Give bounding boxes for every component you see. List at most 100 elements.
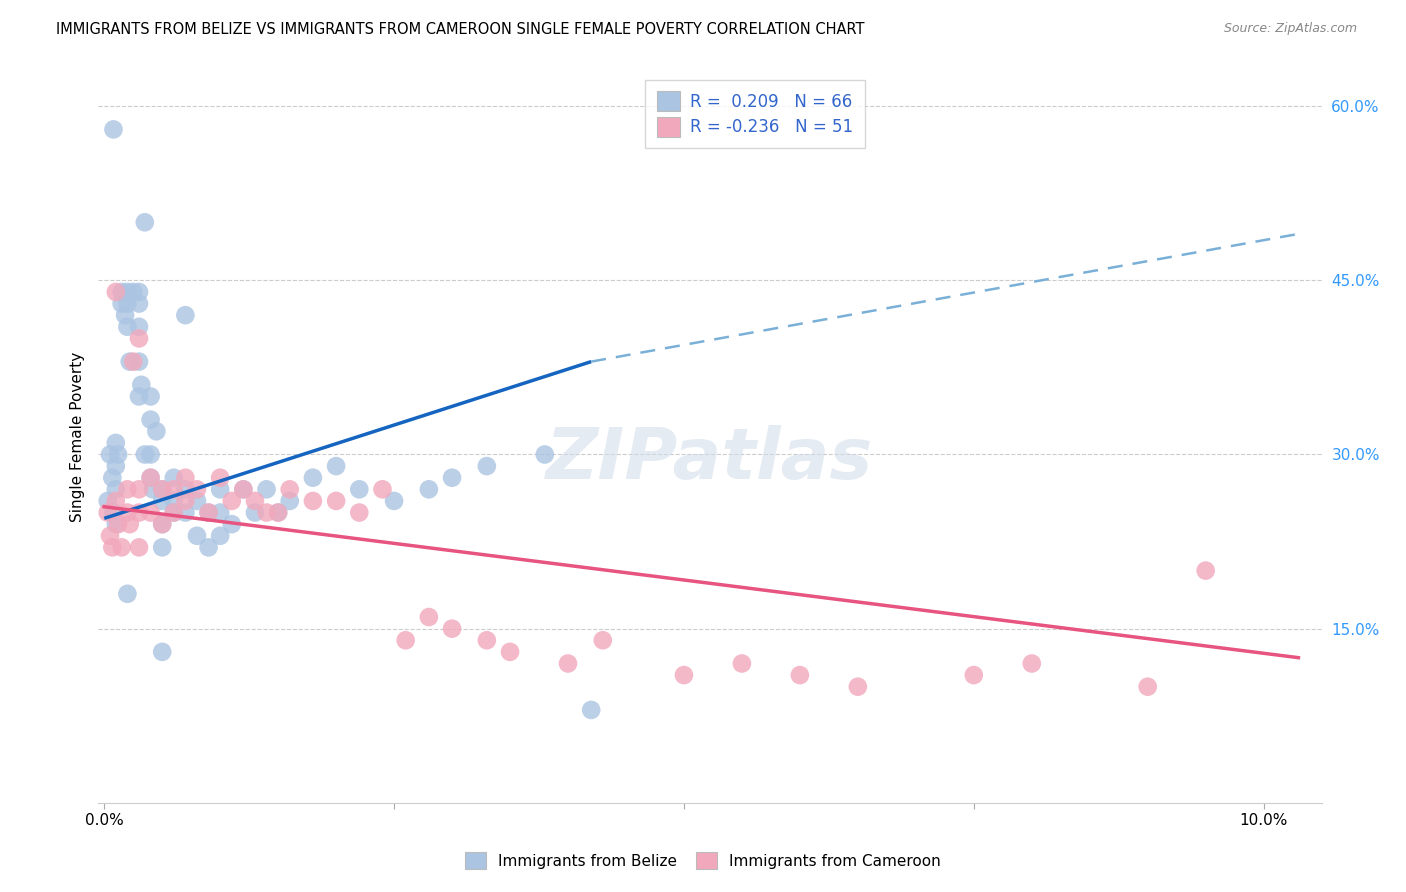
Point: [278, 483, 301, 497]
Point: [232, 483, 254, 497]
Point: [533, 448, 555, 462]
Point: [475, 633, 498, 648]
Point: [128, 331, 150, 345]
Point: [145, 424, 167, 438]
Point: [103, 122, 125, 136]
Point: [209, 529, 232, 543]
Point: [128, 483, 150, 497]
Point: [418, 483, 440, 497]
Point: [150, 541, 173, 555]
Point: [122, 354, 145, 368]
Point: [104, 517, 127, 532]
Point: [302, 471, 325, 485]
Point: [325, 494, 347, 508]
Point: [117, 319, 139, 334]
Point: [267, 506, 290, 520]
Point: [186, 483, 208, 497]
Point: [1021, 657, 1043, 671]
Point: [107, 448, 129, 462]
Point: [98, 529, 121, 543]
Point: [672, 668, 695, 682]
Legend: Immigrants from Belize, Immigrants from Cameroon: Immigrants from Belize, Immigrants from …: [458, 846, 948, 875]
Point: [122, 285, 145, 299]
Point: [418, 610, 440, 624]
Point: [101, 541, 124, 555]
Point: [97, 506, 120, 520]
Point: [209, 483, 232, 497]
Point: [731, 657, 754, 671]
Point: [128, 285, 150, 299]
Point: [197, 506, 219, 520]
Point: [117, 296, 139, 310]
Point: [371, 483, 394, 497]
Point: [1136, 680, 1159, 694]
Point: [114, 308, 136, 322]
Point: [174, 506, 197, 520]
Point: [118, 517, 141, 532]
Point: [256, 506, 278, 520]
Point: [150, 517, 173, 532]
Point: [441, 471, 464, 485]
Point: [117, 587, 139, 601]
Point: [117, 285, 139, 299]
Point: [174, 308, 197, 322]
Point: [139, 448, 162, 462]
Point: [150, 517, 173, 532]
Point: [117, 506, 139, 520]
Point: [103, 506, 125, 520]
Point: [117, 483, 139, 497]
Point: [139, 471, 162, 485]
Point: [131, 377, 153, 392]
Point: [107, 517, 129, 532]
Point: [101, 471, 124, 485]
Text: Source: ZipAtlas.com: Source: ZipAtlas.com: [1223, 22, 1357, 36]
Point: [789, 668, 811, 682]
Point: [110, 285, 132, 299]
Point: [139, 471, 162, 485]
Point: [163, 494, 186, 508]
Point: [163, 506, 186, 520]
Point: [475, 459, 498, 474]
Point: [174, 494, 197, 508]
Point: [150, 483, 173, 497]
Point: [128, 296, 150, 310]
Point: [221, 494, 243, 508]
Point: [150, 494, 173, 508]
Point: [186, 494, 208, 508]
Point: [349, 483, 371, 497]
Point: [209, 471, 232, 485]
Point: [134, 215, 156, 229]
Point: [163, 483, 186, 497]
Point: [846, 680, 869, 694]
Point: [209, 506, 232, 520]
Point: [97, 494, 120, 508]
Point: [98, 448, 121, 462]
Point: [104, 285, 127, 299]
Point: [557, 657, 579, 671]
Point: [186, 529, 208, 543]
Point: [302, 494, 325, 508]
Point: [174, 471, 197, 485]
Point: [592, 633, 614, 648]
Point: [110, 541, 132, 555]
Point: [128, 541, 150, 555]
Point: [499, 645, 522, 659]
Text: IMMIGRANTS FROM BELIZE VS IMMIGRANTS FROM CAMEROON SINGLE FEMALE POVERTY CORRELA: IMMIGRANTS FROM BELIZE VS IMMIGRANTS FRO…: [56, 22, 865, 37]
Point: [118, 354, 141, 368]
Point: [579, 703, 602, 717]
Point: [441, 622, 464, 636]
Point: [104, 483, 127, 497]
Point: [197, 506, 219, 520]
Point: [349, 506, 371, 520]
Point: [174, 483, 197, 497]
Legend: R =  0.209   N = 66, R = -0.236   N = 51: R = 0.209 N = 66, R = -0.236 N = 51: [645, 79, 865, 148]
Point: [128, 389, 150, 403]
Point: [243, 506, 266, 520]
Y-axis label: Single Female Poverty: Single Female Poverty: [69, 352, 84, 522]
Point: [163, 471, 186, 485]
Point: [139, 506, 162, 520]
Point: [134, 448, 156, 462]
Point: [221, 517, 243, 532]
Point: [197, 541, 219, 555]
Point: [278, 494, 301, 508]
